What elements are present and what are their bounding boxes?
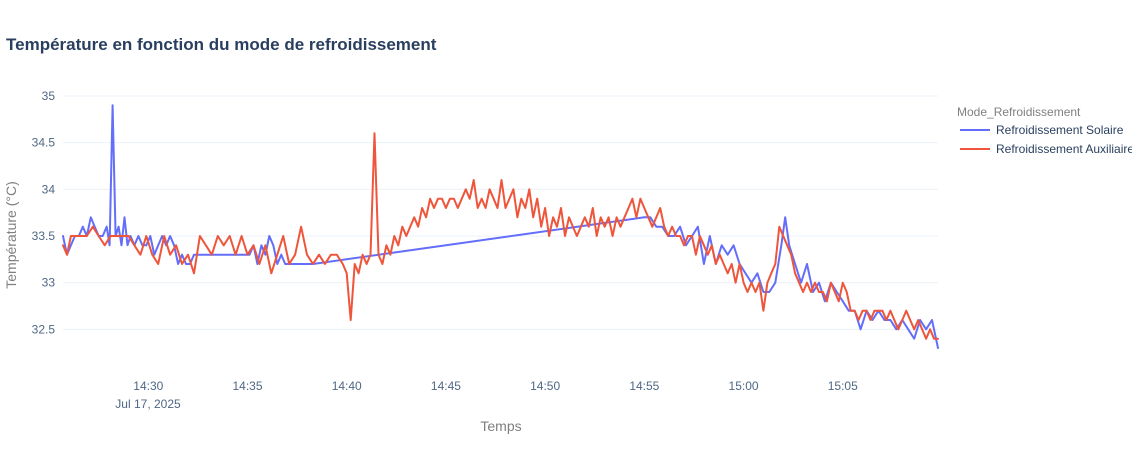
x-tick-label: 14:35 <box>233 379 263 393</box>
chart-title: Température en fonction du mode de refro… <box>6 35 437 54</box>
legend-title: Mode_Refroidissement <box>957 105 1081 119</box>
x-axis-date-label: Jul 17, 2025 <box>115 397 181 411</box>
y-tick-label: 32.5 <box>32 322 56 336</box>
x-tick-label: 14:50 <box>530 379 560 393</box>
x-axis-ticks: 14:30 14:35 14:40 14:45 14:50 14:55 15:00 15:05 <box>133 379 858 393</box>
x-tick-label: 14:55 <box>629 379 659 393</box>
x-tick-label: 15:05 <box>828 379 858 393</box>
series-line-auxiliaire <box>62 132 939 340</box>
y-tick-label: 34 <box>42 182 56 196</box>
legend: Mode_Refroidissement Refroidissement Sol… <box>957 105 1132 156</box>
x-tick-label: 15:00 <box>729 379 759 393</box>
legend-items: Refroidissement Solaire Refroidissement A… <box>960 123 1132 156</box>
y-axis-title: Température (°C) <box>3 181 19 289</box>
y-tick-label: 35 <box>42 89 56 103</box>
legend-entry-label[interactable]: Refroidissement Auxiliaire <box>996 142 1132 156</box>
x-tick-label: 14:45 <box>431 379 461 393</box>
grid-layer <box>63 95 938 330</box>
x-tick-label: 14:30 <box>133 379 163 393</box>
y-tick-label: 33.5 <box>32 229 56 243</box>
y-tick-label: 33 <box>42 276 56 290</box>
series-layer <box>62 104 939 349</box>
y-tick-label: 34.5 <box>32 136 56 150</box>
y-axis-ticks: 32.5 33 33.5 34 34.5 35 <box>32 89 56 336</box>
series-line-solaire <box>62 104 939 349</box>
x-axis-title: Temps <box>480 418 521 434</box>
x-tick-label: 14:40 <box>332 379 362 393</box>
legend-entry-label[interactable]: Refroidissement Solaire <box>996 123 1124 137</box>
